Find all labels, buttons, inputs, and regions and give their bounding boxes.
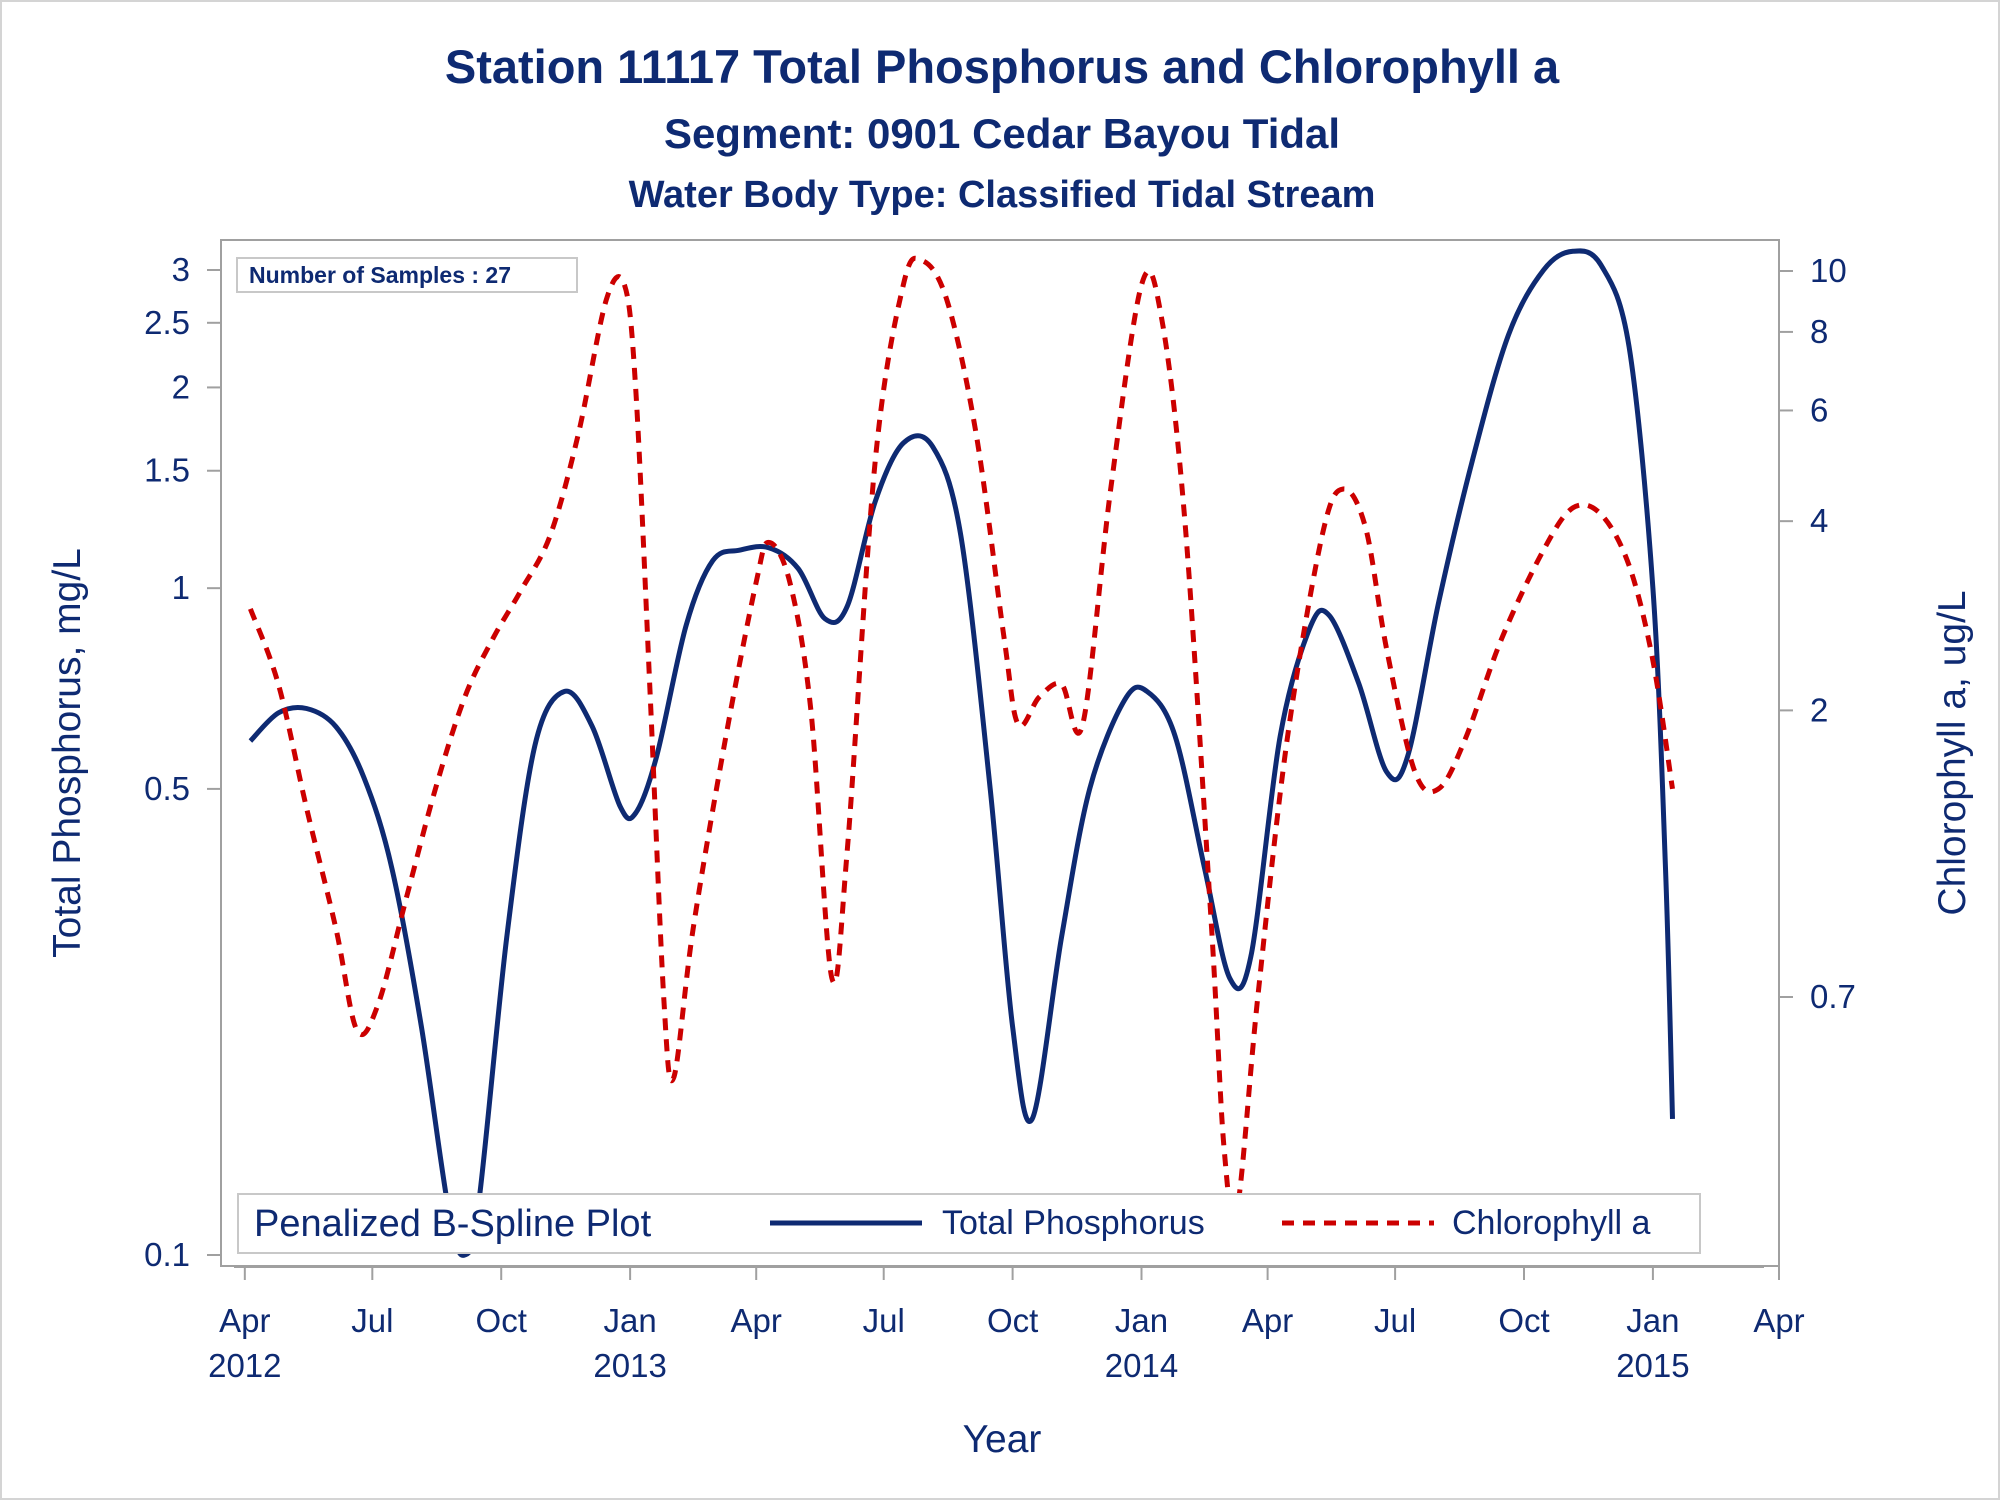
y-right-tick-label: 0.7 bbox=[1810, 978, 1856, 1015]
x-axis-label: Year bbox=[963, 1418, 1042, 1461]
x-tick-label-year: 2012 bbox=[208, 1347, 281, 1384]
x-axis: Apr 2012 Jul Oct Jan 2013 Apr Jul Oct Jan 2014 Apr J… bbox=[208, 1266, 1805, 1384]
y-axis-left-label: Total Phosphorus, mg/L bbox=[46, 548, 89, 958]
y-right-tick-label: 10 bbox=[1810, 252, 1847, 289]
y-left-tick-label: 3 bbox=[172, 251, 190, 288]
y-left-tick-label: 1.5 bbox=[144, 452, 190, 489]
series-line-total-phosphorus bbox=[248, 248, 1675, 1258]
legend-box bbox=[237, 1193, 1701, 1254]
legend: Penalized B-Spline Plot Total Phosphorus… bbox=[237, 1193, 1701, 1254]
chart-subtitle-2: Water Body Type: Classified Tidal Stream bbox=[629, 174, 1376, 216]
y-axis-right-label: Chlorophyll a, ug/L bbox=[1931, 590, 1974, 915]
chart-subtitle: Segment: 0901 Cedar Bayou Tidal bbox=[664, 110, 1340, 157]
y-right-tick-label: 8 bbox=[1810, 313, 1828, 350]
x-tick-label-year: 2013 bbox=[593, 1347, 666, 1384]
x-tick-label-month: Apr bbox=[731, 1302, 782, 1339]
y-right-tick-label: 4 bbox=[1810, 502, 1828, 539]
x-tick-label-month: Jan bbox=[1115, 1302, 1168, 1339]
x-tick-label-month: Jul bbox=[863, 1302, 905, 1339]
y-left-tick-label: 2 bbox=[172, 368, 190, 405]
legend-label-chlorophyll-a: Chlorophyll a bbox=[1452, 1204, 1651, 1242]
x-tick-label-year: 2015 bbox=[1616, 1347, 1689, 1384]
x-tick-label-month: Jul bbox=[351, 1302, 393, 1339]
y-axis-right: 0.7 2 4 6 8 10 bbox=[1779, 252, 1856, 1015]
legend-title: Penalized B-Spline Plot bbox=[254, 1203, 652, 1245]
y-right-tick-label: 2 bbox=[1810, 691, 1828, 728]
x-tick-label-month: Apr bbox=[1242, 1302, 1293, 1339]
chart-title: Station 11117 Total Phosphorus and Chlor… bbox=[445, 40, 1560, 93]
series-layer bbox=[248, 248, 1675, 1258]
sample-count-inset: Number of Samples : 27 bbox=[236, 257, 578, 293]
x-tick-label-month: Apr bbox=[219, 1302, 270, 1339]
x-tick-label-month: Jan bbox=[604, 1302, 657, 1339]
y-left-tick-label: 0.1 bbox=[144, 1236, 190, 1273]
y-left-tick-label: 1 bbox=[172, 569, 190, 606]
x-tick-label-month: Jan bbox=[1626, 1302, 1679, 1339]
x-tick-label-year: 2014 bbox=[1105, 1347, 1178, 1384]
x-tick-label-month: Oct bbox=[476, 1302, 527, 1339]
x-tick-label-month: Oct bbox=[1498, 1302, 1549, 1339]
x-tick-label-month: Oct bbox=[987, 1302, 1038, 1339]
y-right-tick-label: 6 bbox=[1810, 391, 1828, 428]
y-left-tick-label: 0.5 bbox=[144, 770, 190, 807]
y-axis-left: 0.1 0.5 1 1.5 2 2.5 3 bbox=[144, 251, 221, 1273]
x-tick-label-month: Apr bbox=[1753, 1302, 1804, 1339]
legend-label-total-phosphorus: Total Phosphorus bbox=[942, 1204, 1205, 1242]
sample-count-text: Number of Samples : 27 bbox=[249, 262, 511, 288]
x-tick-label-month: Jul bbox=[1374, 1302, 1416, 1339]
plot-area bbox=[220, 239, 1780, 1267]
series-line-chlorophyll-a bbox=[248, 255, 1675, 1222]
y-left-tick-label: 2.5 bbox=[144, 304, 190, 341]
